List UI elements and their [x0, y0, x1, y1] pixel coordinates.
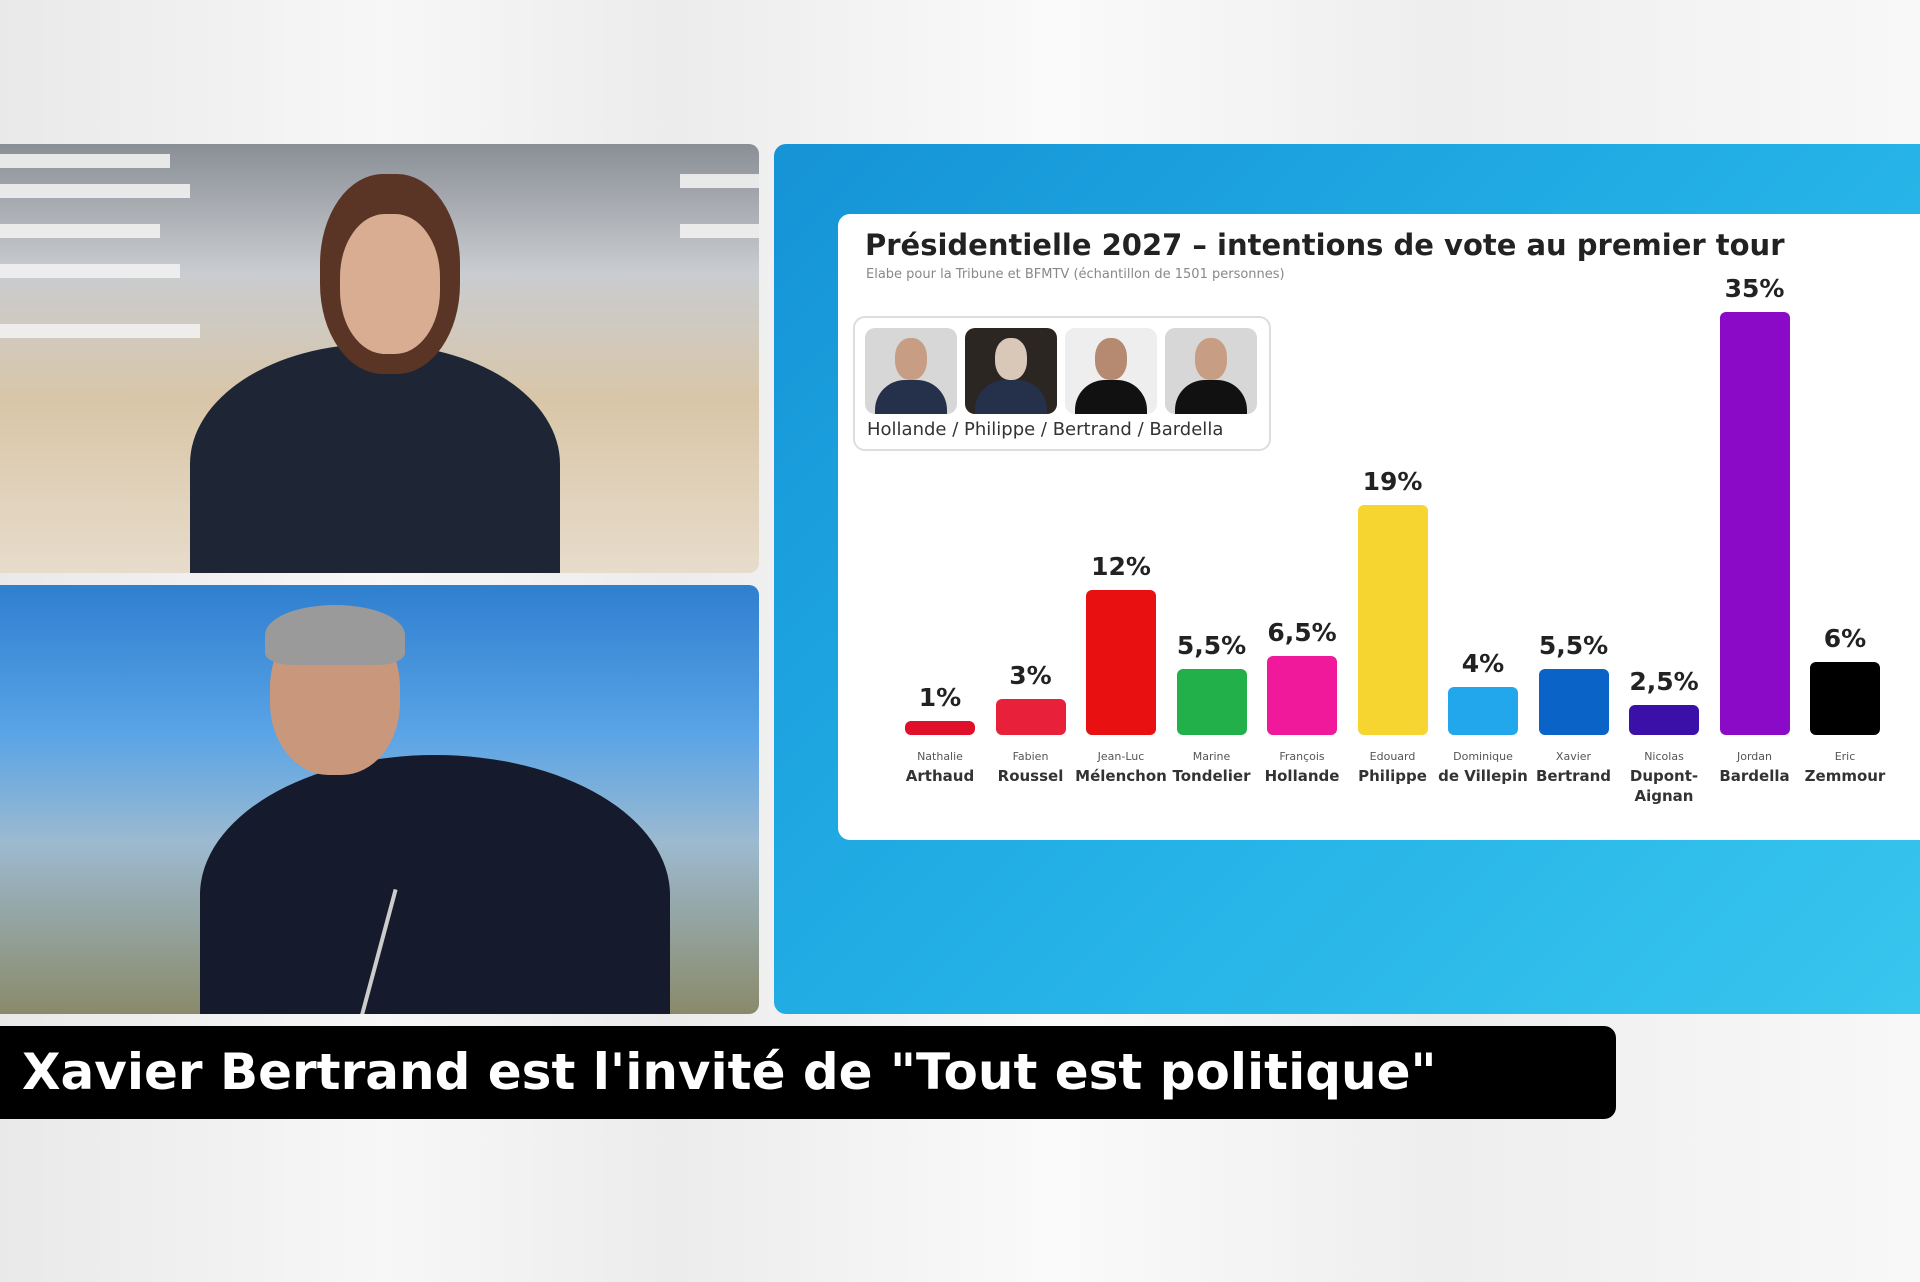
data-label: 4%	[1461, 648, 1505, 678]
x-tick-first-name: Nathalie	[917, 750, 963, 763]
bar-3	[1176, 668, 1247, 735]
bar-1	[995, 698, 1066, 735]
x-tick-last-name: Arthaud	[905, 767, 975, 785]
x-tick-last-name: Zemmour	[1804, 767, 1886, 785]
bar-8	[1629, 704, 1699, 735]
x-tick-first-name: Marine	[1192, 750, 1231, 763]
x-tick-first-name: Xavier	[1555, 750, 1592, 763]
video-feed-guest	[0, 585, 759, 1014]
data-label: 35%	[1724, 274, 1785, 303]
bar-6	[1448, 686, 1518, 735]
x-tick-last-name: de Villepin	[1438, 767, 1528, 785]
x-tick-last-name: Philippe	[1358, 767, 1427, 785]
x-tick-first-name: Dominique	[1453, 750, 1513, 763]
guest	[200, 755, 670, 1014]
chart-title: Présidentielle 2027 – intentions de vote…	[865, 228, 1785, 262]
photo-philippe	[965, 328, 1057, 414]
data-label: 1%	[918, 683, 962, 712]
x-tick-last-name: Dupont-Aignan	[1629, 767, 1699, 805]
presenter	[190, 344, 560, 573]
hypothesis-label: Hollande / Philippe / Bertrand / Bardell…	[867, 419, 1224, 440]
data-label: 5,5%	[1538, 630, 1609, 660]
x-tick-first-name: Jean-Luc	[1097, 750, 1145, 763]
x-tick-last-name: Tondelier	[1172, 767, 1251, 785]
bar-9	[1719, 312, 1790, 735]
bar-7	[1538, 668, 1609, 735]
x-tick-last-name: Hollande	[1264, 767, 1340, 785]
data-label: 6,5%	[1267, 618, 1337, 648]
video-feed-presenter	[0, 144, 759, 573]
x-tick-first-name: Jordan	[1737, 750, 1772, 763]
data-label: 2,5%	[1629, 666, 1699, 696]
x-tick-last-name: Bertrand	[1535, 767, 1612, 785]
x-tick-first-name: Nicolas	[1644, 750, 1684, 763]
data-label: 12%	[1091, 551, 1151, 581]
x-tick-last-name: Bardella	[1719, 767, 1790, 785]
chart-subtitle: Elabe pour la Tribune et BFMTV (échantil…	[866, 267, 1285, 282]
x-tick-first-name: Fabien	[1012, 750, 1049, 763]
bar-5	[1357, 505, 1428, 735]
photo-bertrand	[1065, 328, 1157, 414]
photo-bardella	[1165, 328, 1257, 414]
bar-10	[1810, 662, 1880, 735]
caption-banner: Xavier Bertrand est l'invité de "Tout es…	[0, 1026, 1616, 1119]
bar-2	[1086, 589, 1156, 735]
candidate-photos-box: Hollande / Philippe / Bertrand / Bardell…	[853, 316, 1271, 451]
x-tick-first-name: François	[1279, 750, 1325, 763]
data-label: 19%	[1362, 467, 1423, 497]
x-tick-first-name: Edouard	[1369, 750, 1416, 763]
data-label: 3%	[1009, 660, 1052, 690]
x-tick-last-name: Roussel	[997, 767, 1064, 785]
bar-0	[905, 721, 975, 735]
bar-4	[1267, 656, 1337, 735]
data-label: 6%	[1823, 624, 1867, 654]
x-tick-first-name: Eric	[1834, 750, 1856, 763]
photo-hollande	[865, 328, 957, 414]
data-label: 5,5%	[1176, 630, 1247, 660]
x-tick-last-name: Mélenchon	[1075, 767, 1167, 785]
